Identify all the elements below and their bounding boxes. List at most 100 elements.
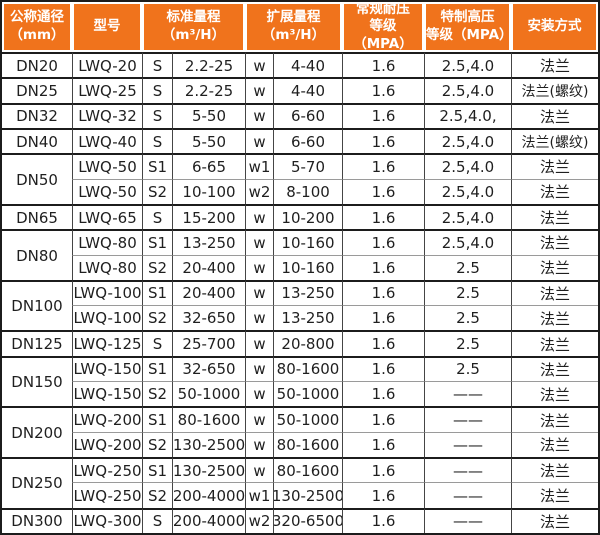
cell-dn: DN20 [2,52,72,77]
cell-model: LWQ-80 [72,229,142,255]
cell-std-label: S1 [142,153,172,179]
cell-install: 法兰 [511,457,598,483]
cell-ext-label: w1 [245,153,273,179]
cell-std-range: 15-200 [172,203,245,230]
cell-ext-range: 320-6500 [273,507,342,533]
cell-std-range: 5-50 [172,102,245,128]
cell-dn: DN32 [2,102,72,128]
cell-ext-range: 8-100 [273,178,342,204]
cell-dn: DN80 [2,229,72,280]
cell-dn: DN50 [2,153,72,204]
cell-ext-label: w [245,127,273,154]
header-install: 安装方式 [511,2,598,52]
cell-model: LWQ-65 [72,203,142,230]
cell-model: LWQ-250 [72,457,142,483]
cell-dn: DN300 [2,507,72,533]
cell-std-range: 20-400 [172,254,245,280]
cell-pressure: 1.6 [342,203,424,230]
cell-model: LWQ-32 [72,102,142,128]
cell-ext-label: w [245,77,273,103]
cell-model: LWQ-40 [72,127,142,154]
cell-ext-range: 80-1600 [273,431,342,458]
cell-ext-label: w [245,279,273,306]
cell-model: LWQ-200 [72,431,142,458]
cell-std-range: 80-1600 [172,406,245,432]
cell-pressure: 1.6 [342,254,424,280]
cell-std-range: 32-650 [172,355,245,382]
cell-install: 法兰 [511,381,598,407]
cell-ext-range: 50-1000 [273,406,342,432]
cell-ext-range: 10-160 [273,229,342,255]
cell-install: 法兰 [511,431,598,458]
cell-std-label: S2 [142,178,172,204]
cell-std-range: 13-250 [172,229,245,255]
cell-std-label: S2 [142,431,172,458]
cell-std-range: 6-65 [172,153,245,179]
header-model: 型号 [72,2,142,52]
cell-high-pressure: 2.5,4.0 [424,178,511,204]
cell-model: LWQ-20 [72,52,142,78]
cell-high-pressure: 2.5 [424,355,511,382]
cell-ext-label: w [245,406,273,432]
cell-std-range: 130-2500 [172,457,245,483]
cell-high-pressure: —— [424,457,511,483]
cell-model: LWQ-300 [72,507,142,533]
cell-std-range: 32-650 [172,305,245,331]
cell-std-range: 200-4000 [172,507,245,533]
cell-high-pressure: —— [424,482,511,508]
cell-std-range: 130-2500 [172,431,245,458]
cell-std-range: 200-4000 [172,482,245,508]
cell-pressure: 1.6 [342,229,424,255]
cell-ext-range: 80-1600 [273,355,342,382]
cell-std-range: 25-700 [172,330,245,356]
cell-high-pressure: —— [424,406,511,432]
cell-std-label: S2 [142,254,172,280]
cell-std-label: S2 [142,482,172,508]
cell-ext-label: w [245,203,273,230]
cell-install: 法兰 [511,178,598,204]
cell-ext-range: 6-60 [273,102,342,128]
cell-ext-label: w [245,52,273,78]
cell-std-range: 2.2-25 [172,77,245,103]
cell-high-pressure: 2.5,4.0 [424,77,511,103]
cell-ext-label: w [245,355,273,382]
cell-high-pressure: 2.5 [424,305,511,331]
cell-high-pressure: 2.5,4.0 [424,229,511,255]
header-dn: 公称通径 （mm） [2,2,72,52]
cell-model: LWQ-80 [72,254,142,280]
cell-pressure: 1.6 [342,279,424,306]
cell-high-pressure: 2.5,4.0 [424,153,511,179]
cell-ext-label: w2 [245,507,273,533]
cell-std-range: 50-1000 [172,381,245,407]
header-pressure: 常规耐压 等级（MPA） [342,2,424,52]
cell-high-pressure: 2.5 [424,330,511,356]
cell-dn: DN65 [2,203,72,229]
cell-install: 法兰 [511,305,598,331]
cell-std-label: S1 [142,406,172,432]
cell-high-pressure: 2.5,4.0 [424,52,511,78]
cell-model: LWQ-100 [72,279,142,306]
cell-ext-range: 50-1000 [273,381,342,407]
cell-install: 法兰 [511,254,598,280]
cell-ext-label: w [245,381,273,407]
cell-std-label: S1 [142,279,172,306]
cell-ext-label: w [245,457,273,483]
cell-high-pressure: 2.5,4.0, [424,102,511,128]
cell-pressure: 1.6 [342,178,424,204]
cell-pressure: 1.6 [342,381,424,407]
cell-high-pressure: —— [424,431,511,458]
cell-dn: DN200 [2,406,72,457]
cell-install: 法兰 [511,279,598,306]
cell-install: 法兰 [511,507,598,533]
cell-std-range: 20-400 [172,279,245,306]
cell-pressure: 1.6 [342,482,424,508]
header-std-range: 标准量程 （m³/H） [142,2,245,52]
cell-high-pressure: —— [424,507,511,533]
cell-pressure: 1.6 [342,457,424,483]
cell-std-label: S [142,203,172,230]
cell-ext-label: w [245,229,273,255]
cell-std-label: S1 [142,229,172,255]
cell-std-label: S [142,52,172,78]
cell-std-label: S1 [142,457,172,483]
